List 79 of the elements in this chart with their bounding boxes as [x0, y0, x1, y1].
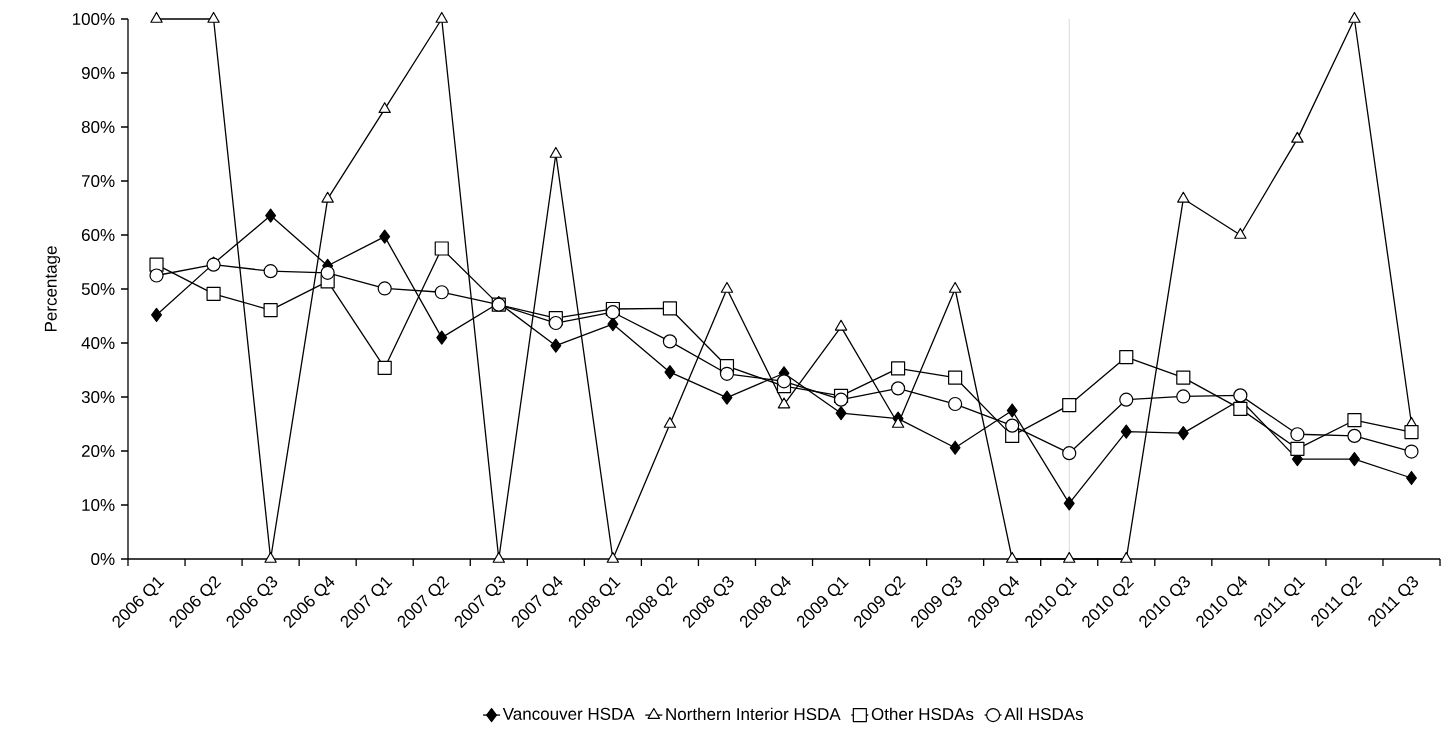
point [948, 370, 963, 385]
point [720, 281, 734, 293]
point [1120, 424, 1132, 439]
point [263, 264, 278, 279]
point [320, 265, 335, 280]
point [662, 301, 678, 316]
point [377, 360, 392, 375]
point [149, 268, 164, 283]
point [321, 191, 334, 203]
legend-label: All HSDAs [1004, 707, 1083, 721]
point [890, 381, 906, 396]
point [1006, 403, 1018, 418]
point [434, 285, 449, 300]
point [263, 302, 278, 318]
point [1176, 370, 1191, 385]
point [1347, 413, 1362, 428]
point [777, 397, 791, 409]
point [662, 334, 678, 349]
point [1347, 428, 1362, 443]
point [1348, 452, 1360, 467]
point [1291, 131, 1304, 143]
point [1119, 392, 1134, 407]
legend-label: Vancouver HSDA [502, 707, 635, 720]
point [834, 319, 848, 331]
point [1290, 441, 1305, 456]
y-axis-title: Percentage [44, 246, 61, 332]
point [434, 241, 449, 256]
point [607, 317, 619, 332]
point [1119, 349, 1134, 365]
y-tick-label: 0% [91, 552, 115, 566]
point [435, 11, 448, 23]
point [1176, 389, 1191, 404]
point [948, 281, 962, 293]
point [1177, 426, 1189, 441]
point [265, 208, 277, 223]
point [605, 305, 620, 320]
point [1062, 398, 1077, 413]
point [206, 286, 221, 301]
point [549, 146, 563, 158]
point [207, 11, 220, 23]
point [1348, 11, 1361, 23]
point [150, 11, 163, 23]
point [1177, 191, 1190, 203]
point [776, 374, 792, 389]
y-tick-label: 30% [81, 390, 115, 404]
point [890, 361, 906, 376]
point [1005, 418, 1020, 433]
point [719, 366, 735, 381]
point [1404, 425, 1419, 440]
y-tick-label: 70% [81, 174, 115, 188]
point [833, 392, 849, 407]
legend-label: Northern Interior HSDA [666, 707, 841, 721]
point [1234, 227, 1247, 239]
point [1063, 496, 1075, 511]
y-tick-label: 40% [81, 336, 115, 350]
y-tick-label: 100% [72, 12, 115, 26]
y-tick-label: 10% [82, 498, 115, 512]
point [1233, 401, 1248, 416]
y-tick-label: 50% [81, 282, 115, 296]
point [948, 396, 963, 412]
point [949, 440, 961, 455]
y-tick-label: 80% [81, 120, 115, 134]
point [721, 390, 733, 405]
point [1290, 427, 1305, 442]
point [1233, 388, 1248, 403]
point [1404, 444, 1419, 459]
point [436, 330, 448, 345]
point [377, 281, 392, 296]
point [835, 406, 847, 421]
y-tick-label: 90% [81, 66, 115, 80]
point [379, 229, 391, 244]
y-tick-label: 60% [81, 228, 115, 242]
point [378, 102, 391, 114]
y-tick-label: 20% [81, 444, 115, 458]
point [664, 365, 676, 380]
point [548, 315, 563, 331]
point [550, 338, 562, 353]
legend-label: Other HSDAs [871, 707, 974, 721]
point [1062, 446, 1077, 461]
